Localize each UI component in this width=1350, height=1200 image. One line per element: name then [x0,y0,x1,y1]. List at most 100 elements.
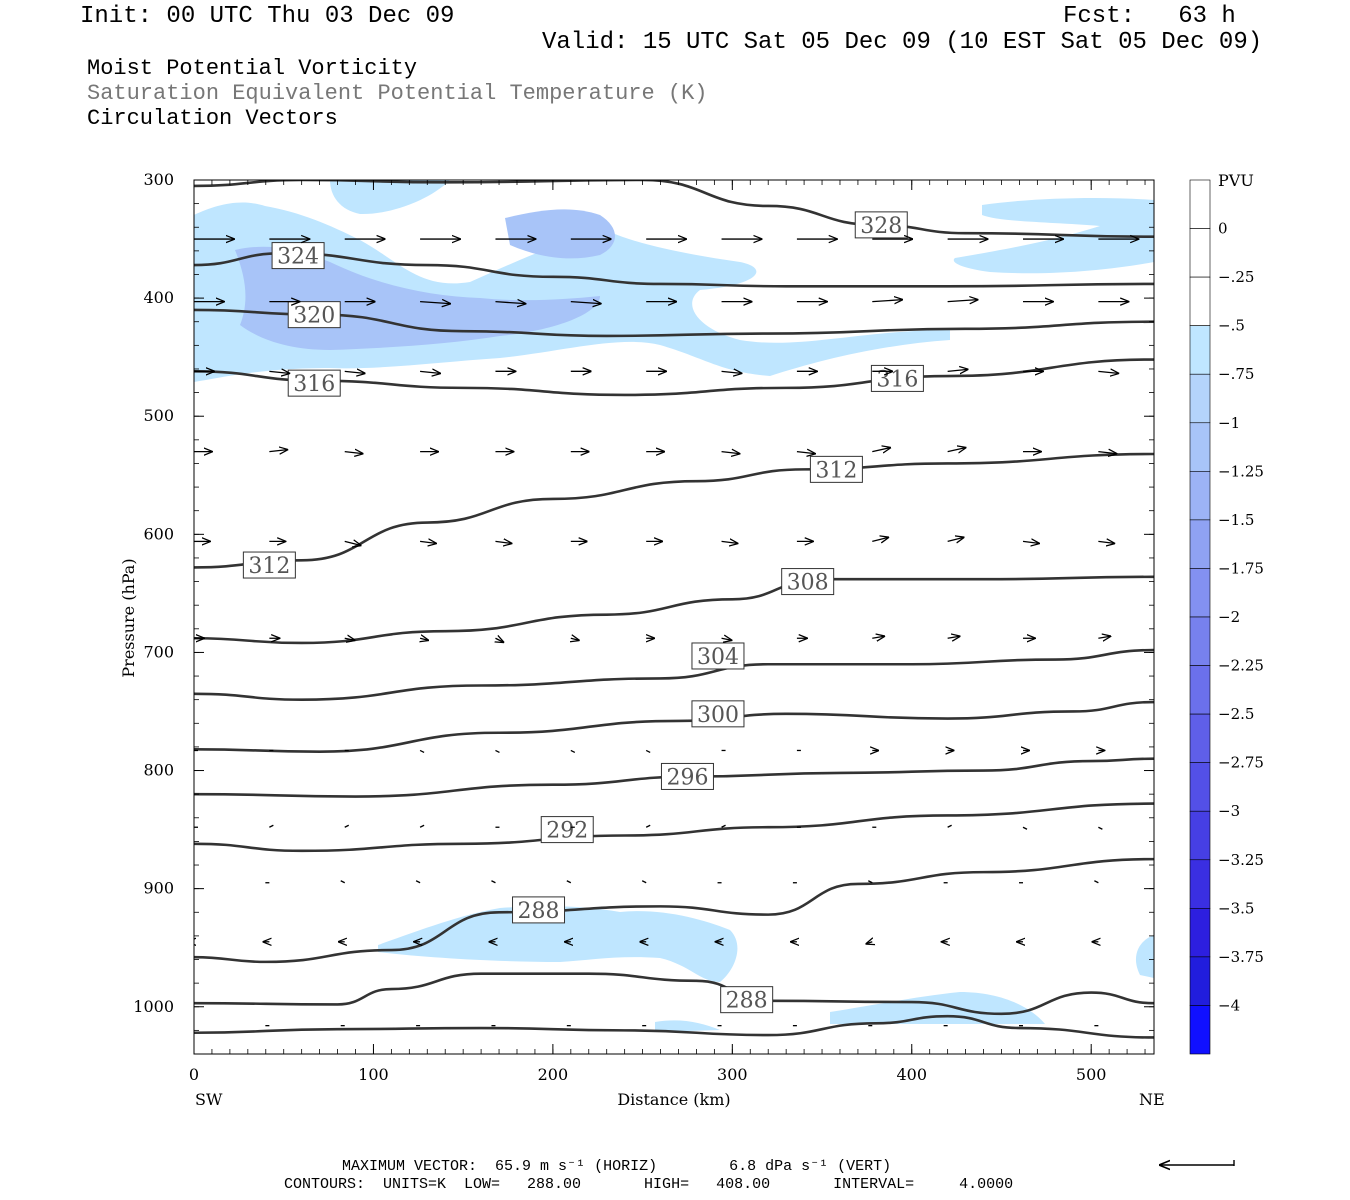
circulation-vector-arrow [344,452,363,454]
theta-es-contour-line [194,648,1154,701]
colorbar-level-label: −.75 [1218,365,1254,383]
circulation-vector-arrow [415,880,421,884]
circulation-vector-arrow [645,824,651,828]
circulation-vector-arrow [419,824,425,828]
colorbar-level-label: −1.75 [1218,559,1264,577]
circulation-vector-arrow [721,371,742,373]
x-tick-label: 200 [538,1065,569,1084]
contour-label: 300 [691,700,745,728]
circulation-vector-arrow [1022,541,1039,543]
circulation-vector-arrow [721,541,738,543]
contour-label: 316 [287,369,341,397]
contour-label: 320 [287,301,341,329]
contour-label-text: 300 [697,703,739,728]
circulation-vector-arrow [872,300,902,302]
circulation-vector-arrow [344,541,361,545]
x-tick-label: 0 [189,1065,199,1084]
circulation-vector-arrow [947,448,966,452]
colorbar-swatch [1189,665,1211,715]
contour-label: 312 [809,455,863,483]
contour-label-text: 292 [546,819,588,844]
contour-label: 296 [660,762,714,790]
colorbar-swatch [1189,956,1211,1006]
theta-es-contour-line [194,802,1154,853]
theta-es-contour-line [194,575,1154,645]
colorbar-swatch [1189,276,1211,326]
circulation-vector-arrow [269,824,274,828]
pv-region-upper-jet [505,209,615,259]
circulation-vector-arrow [947,824,952,828]
plot-frame [193,179,1155,1055]
theta-es-contour-line [194,972,1154,1016]
theta-es-contour-line [194,700,1154,753]
colorbar-swatch [1189,471,1211,521]
y-tick-label: 800 [143,761,174,780]
contour-info-text: CONTOURS: UNITS=K LOW= 288.00 HIGH= 408.… [284,1176,1014,1193]
contour-label-text: 304 [697,645,739,670]
colorbar-level-label: −4 [1218,996,1240,1014]
y-tick-label: 1000 [133,997,174,1016]
x-right-end-label: NE [1139,1090,1165,1109]
circulation-vector-arrow [947,369,968,371]
circulation-vector-arrow [419,749,425,754]
contour-label-text: 312 [248,554,290,579]
circulation-vector-arrow [872,636,884,638]
field-title-thetaes: Saturation Equivalent Potential Temperat… [87,81,708,106]
y-tick-label: 400 [143,288,174,307]
circulation-vector-arrow [571,638,579,640]
circulation-vector-arrow [947,300,978,302]
colorbar-level-label: −3.75 [1218,948,1264,966]
valid-time: Valid: 15 UTC Sat 05 Dec 09 (10 EST Sat … [542,29,1263,56]
circulation-vector-arrow [872,448,890,452]
contour-label: 292 [540,816,594,844]
colorbar-swatch [1189,568,1211,618]
colorbar-swatch [1189,616,1211,666]
max-vector-text: MAXIMUM VECTOR: 65.9 m s⁻¹ (HORIZ) 6.8 d… [342,1158,892,1175]
circulation-vector-arrow [1098,636,1110,638]
colorbar-level-label: −1 [1218,414,1240,432]
init-time: Init: 00 UTC Thu 03 Dec 09 [80,3,455,30]
colorbar-level-label: −3.5 [1218,899,1254,917]
field-title-vectors: Circulation Vectors [87,106,338,131]
colorbar-level-label: −.5 [1218,317,1245,335]
y-axis-title: Pressure (hPa) [119,558,138,677]
colorbar-swatch [1189,373,1211,424]
pv-colorbar: 0 −.25 −.5 −.75 −1 −1.25 −1.5 −1.75 −2 −2.25 −2.5 −… [1189,179,1264,1055]
contour-label-text: 308 [787,571,829,596]
pv-region-top-lobe [330,180,450,215]
y-tick-label: 900 [143,879,174,898]
contour-label: 288 [512,896,566,924]
x-tick-label: 400 [896,1065,927,1084]
contour-label: 308 [781,568,835,596]
reference-vector-icon [1160,1160,1235,1166]
colorbar-level-label: −3 [1218,802,1240,820]
circulation-vector-arrow [344,371,365,373]
contour-label-text: 324 [277,245,319,270]
circulation-vector-arrow [344,824,350,828]
circulation-vector-arrow [867,880,873,884]
forecast-hour: Fcst: 63 h [1063,3,1236,30]
y-tick-label: 600 [143,524,174,543]
circulation-vector-arrow [420,638,428,640]
contour-label: 324 [271,242,325,270]
colorbar-swatch [1189,228,1211,278]
circulation-vector-arrow [340,880,346,884]
contour-label-text: 288 [726,989,768,1014]
colorbar-level-label: −2.25 [1218,657,1264,675]
colorbar-swatch [1189,179,1211,229]
colorbar-level-label: −.25 [1218,268,1254,286]
colorbar-level-label: 0 [1218,220,1228,238]
theta-es-contour-line [194,452,1154,569]
pv-region-low [378,906,738,982]
circulation-vector-arrow [269,450,287,452]
pv-region-sfc-2 [655,1020,720,1032]
colorbar-level-label: −2 [1218,608,1240,626]
circulation-vector-arrow [641,880,647,884]
contour-label-text: 328 [860,214,902,239]
circulation-vector-arrow [721,452,740,454]
circulation-vector-arrow [344,638,355,640]
y-tick-label: 700 [143,642,174,661]
x-tick-label: 500 [1076,1065,1107,1084]
x-left-end-label: SW [195,1090,223,1109]
circulation-vector-arrow [570,302,601,304]
